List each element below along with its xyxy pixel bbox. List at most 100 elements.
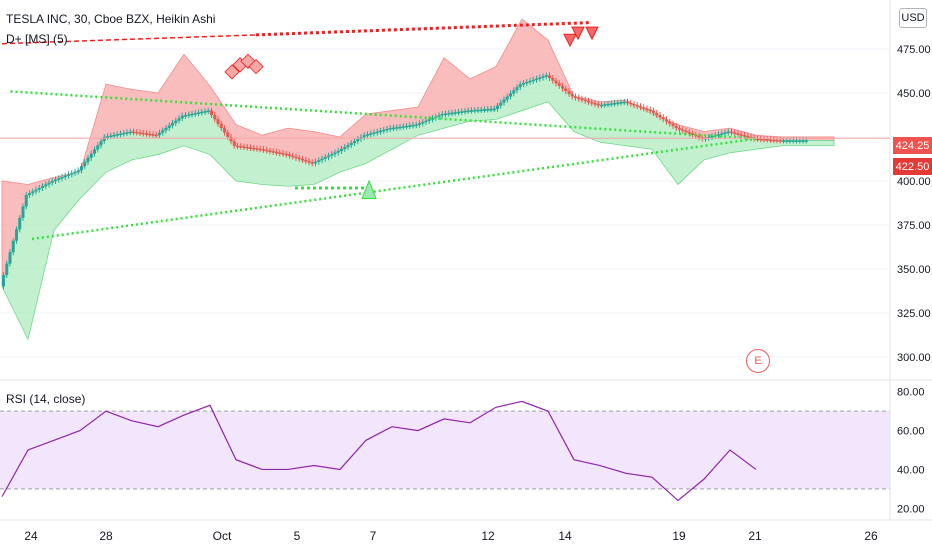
candle-body: [226, 133, 229, 137]
candle-body: [447, 113, 450, 115]
candle-body: [256, 148, 259, 150]
candle-body: [109, 136, 112, 138]
candle-body: [217, 119, 220, 123]
candle-body: [503, 100, 506, 103]
price-tick-label: 375.00: [897, 220, 931, 232]
indicator-legend[interactable]: D+ [MS] (5): [6, 32, 68, 46]
candle-body: [776, 140, 779, 142]
candle-body: [483, 109, 486, 111]
candle-body: [44, 184, 47, 186]
candle-body: [337, 151, 340, 153]
candle-body: [610, 104, 613, 106]
candle-body: [38, 188, 41, 190]
candle-body: [451, 113, 454, 115]
candle-body: [590, 102, 593, 104]
candle-body: [392, 128, 395, 130]
candle-body: [733, 133, 736, 135]
candle-body: [184, 115, 187, 117]
candle-body: [15, 229, 18, 240]
candle-body: [353, 141, 356, 143]
candle-body: [584, 100, 587, 102]
candle-body: [161, 130, 164, 132]
candle-body: [330, 154, 333, 156]
candle-body: [727, 132, 730, 134]
candle-body: [48, 183, 51, 185]
candle-body: [369, 133, 372, 135]
candle-body: [51, 181, 54, 183]
candle-body: [363, 135, 366, 137]
candle-body: [282, 153, 285, 155]
sell-arrow-icon: [586, 27, 598, 39]
candle-body: [366, 134, 369, 136]
candle-body: [204, 111, 207, 113]
candle-body: [769, 140, 772, 142]
candle-body: [41, 186, 44, 188]
candle-body: [28, 193, 31, 195]
candle-body: [129, 132, 132, 134]
time-tick-label: 14: [558, 529, 572, 543]
candle-body: [802, 140, 805, 142]
candle-body: [145, 133, 148, 135]
candle-body: [239, 146, 242, 148]
candle-body: [194, 113, 197, 115]
candle-body: [54, 180, 57, 182]
candle-body: [795, 140, 798, 142]
candle-body: [269, 151, 272, 153]
candle-body: [672, 124, 675, 126]
rsi-pane[interactable]: [0, 401, 890, 500]
rsi-tick-label: 40.00: [897, 464, 925, 476]
candle-body: [386, 129, 389, 131]
candle-body: [311, 162, 314, 164]
candle-body: [389, 128, 392, 130]
candle-body: [22, 206, 25, 217]
earnings-icon[interactable]: E: [746, 349, 770, 373]
candle-body: [467, 111, 470, 113]
price-tick-label: 400.00: [897, 176, 931, 188]
candle-body: [457, 112, 460, 114]
candle-body: [233, 141, 236, 145]
candle-body: [506, 96, 509, 99]
candle-body: [720, 133, 723, 135]
candle-body: [135, 132, 138, 134]
time-tick-label: 7: [370, 529, 377, 543]
candle-body: [288, 155, 291, 157]
symbol-legend[interactable]: TESLA INC, 30, Cboe BZX, Heikin Ashi: [6, 12, 215, 26]
candle-body: [538, 78, 541, 80]
candle-body: [210, 111, 213, 115]
candle-body: [740, 134, 743, 136]
candle-body: [80, 166, 83, 170]
rsi-tick-label: 20.00: [897, 503, 925, 515]
candle-body: [230, 137, 233, 141]
candle-body: [568, 91, 571, 94]
candle-body: [616, 103, 619, 105]
candle-body: [285, 154, 288, 156]
candle-body: [519, 84, 522, 87]
candle-body: [636, 105, 639, 107]
candle-body: [122, 133, 125, 135]
candle-body: [340, 149, 343, 151]
candle-body: [597, 104, 600, 106]
candle-body: [633, 104, 636, 106]
candle-body: [444, 114, 447, 116]
candle-body: [178, 118, 181, 120]
candle-body: [116, 134, 119, 136]
candle-body: [246, 147, 249, 149]
resistance-trendline: [256, 23, 590, 35]
candle-body: [35, 190, 38, 192]
currency-badge[interactable]: USD: [899, 8, 927, 28]
candle-body: [103, 137, 106, 141]
rsi-legend[interactable]: RSI (14, close): [6, 392, 85, 406]
price-pane[interactable]: [0, 19, 890, 357]
price-tick-label: 350.00: [897, 264, 931, 276]
candle-body: [681, 129, 684, 131]
candle-body: [415, 125, 418, 127]
candle-body: [756, 139, 759, 141]
candle-body: [529, 81, 532, 83]
candle-body: [499, 103, 502, 106]
candle-body: [441, 114, 444, 116]
candle-body: [243, 147, 246, 149]
candle-body: [126, 132, 129, 134]
candle-body: [659, 115, 662, 117]
candle-body: [743, 135, 746, 137]
